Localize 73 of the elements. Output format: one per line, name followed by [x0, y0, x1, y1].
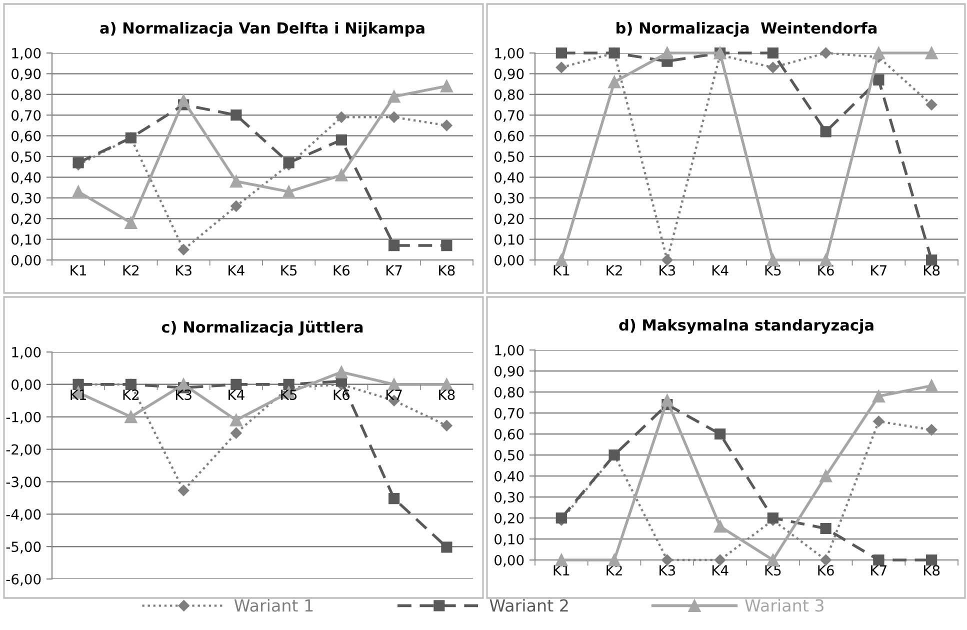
x-tick-label: K8 — [924, 565, 940, 576]
x-tick-label: K3 — [660, 265, 676, 276]
x-tick-label: K8 — [439, 265, 455, 276]
y-tick-label: 0,10 — [494, 534, 524, 546]
y-tick-label: 0,90 — [494, 366, 524, 378]
y-tick-label: 0,30 — [494, 192, 524, 205]
y-tick-label: 0,20 — [494, 512, 524, 525]
y-tick-label: -6,00 — [6, 574, 41, 586]
y-tick-label: 0,10 — [12, 234, 41, 246]
x-tick-label: K4 — [228, 390, 244, 400]
x-tick-label: K6 — [818, 565, 834, 576]
y-tick-label: 0,10 — [494, 234, 524, 246]
y-tick-label: 1,00 — [12, 346, 41, 359]
y-tick-label: 0,40 — [494, 172, 524, 184]
y-tick-label: 0,90 — [494, 68, 524, 81]
y-tick-label: 0,70 — [494, 408, 524, 420]
x-tick-label: K8 — [924, 265, 940, 276]
y-tick-label: 0,00 — [12, 254, 41, 267]
y-tick-label: 0,50 — [494, 151, 524, 164]
x-tick-label: K7 — [386, 390, 402, 400]
x-tick-label: K1 — [70, 390, 86, 400]
x-tick-label: K8 — [439, 390, 455, 400]
y-tick-label: -5,00 — [6, 542, 41, 554]
y-tick-label: 0,50 — [494, 450, 524, 462]
x-tick-label: K1 — [70, 265, 86, 276]
x-tick-label: K4 — [712, 265, 728, 276]
x-tick-label: K7 — [871, 265, 886, 276]
x-tick-label: K5 — [281, 265, 297, 276]
x-tick-label: K4 — [712, 565, 728, 576]
y-tick-label: 0,80 — [12, 89, 41, 102]
y-tick-label: -3,00 — [6, 476, 41, 489]
chart-title: c) Normalizacja Jüttlera — [162, 320, 363, 336]
y-tick-label: 1,00 — [12, 48, 41, 60]
y-tick-label: 0,20 — [12, 214, 41, 226]
text: Wariant 1 — [234, 598, 313, 612]
y-tick-label: 0,50 — [12, 151, 41, 164]
y-tick-label: 0,00 — [494, 554, 524, 567]
y-tick-label: 0,70 — [494, 110, 524, 122]
y-tick-label: 0,60 — [12, 130, 41, 143]
y-tick-label: 0,30 — [12, 192, 41, 205]
x-tick-label: K2 — [123, 265, 139, 276]
y-tick-label: 0,30 — [494, 492, 524, 504]
chart-title: d) Maksymalna standaryzacja — [619, 318, 874, 334]
x-tick-label: K5 — [281, 390, 297, 400]
y-tick-label: 0,60 — [494, 428, 524, 441]
y-tick-label: 0,40 — [12, 172, 41, 184]
y-tick-label: 0,40 — [494, 470, 524, 483]
x-tick-label: K3 — [176, 265, 192, 276]
x-tick-label: K7 — [386, 265, 402, 276]
x-tick-label: K2 — [123, 390, 139, 400]
y-tick-label: -4,00 — [6, 509, 41, 522]
chart-title: b) Normalizacja Weintendorfa — [616, 22, 877, 37]
y-tick-label: 1,00 — [495, 344, 524, 357]
y-tick-label: -2,00 — [6, 444, 41, 456]
y-tick-label: 0,20 — [494, 214, 524, 226]
y-tick-label: -1,00 — [6, 412, 41, 424]
y-tick-label: 0,00 — [12, 379, 41, 392]
x-tick-label: K6 — [334, 265, 350, 276]
chart-title: a) Normalizacja Van Delfta i Nijkampa — [100, 22, 424, 37]
y-tick-label: 0,00 — [494, 254, 524, 267]
x-tick-label: K6 — [334, 390, 350, 400]
x-tick-label: K7 — [871, 565, 886, 576]
text: Wariant 3 — [745, 598, 824, 612]
x-tick-label: K4 — [228, 265, 244, 276]
x-tick-label: K2 — [606, 265, 622, 276]
y-tick-label: 1,00 — [495, 48, 524, 60]
y-tick-label: 0,90 — [12, 68, 41, 81]
y-tick-label: 0,60 — [494, 130, 524, 143]
y-tick-label: 0,80 — [494, 386, 524, 399]
y-tick-label: 0,80 — [494, 89, 524, 102]
text: Wariant 2 — [490, 598, 568, 612]
x-tick-label: K3 — [660, 565, 676, 576]
y-tick-label: 0,70 — [12, 110, 41, 122]
